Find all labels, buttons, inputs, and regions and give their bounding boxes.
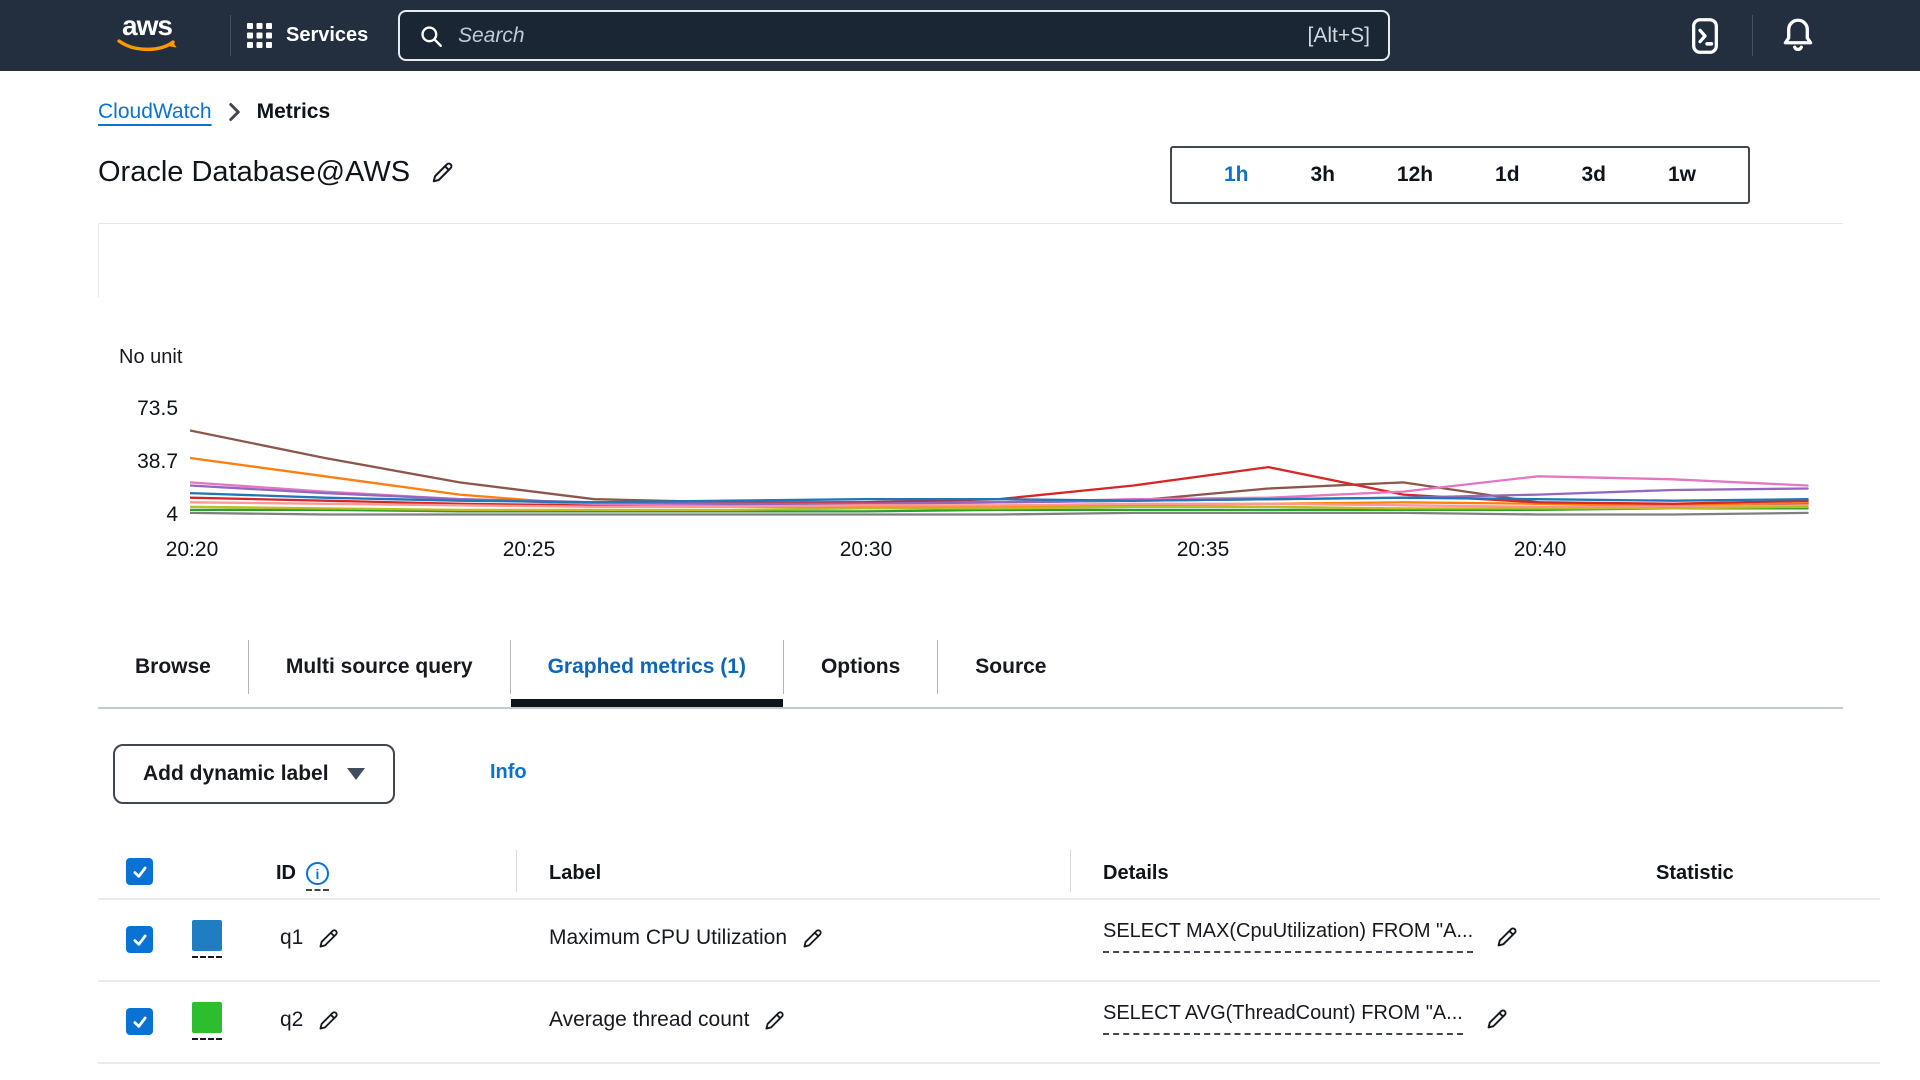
tab-options[interactable]: Options	[784, 626, 937, 708]
x-tick-2040: 20:40	[1513, 538, 1567, 561]
chevron-down-icon	[346, 768, 365, 780]
id-info-icon[interactable]: i	[306, 862, 329, 891]
title-row: Oracle Database@AWS	[98, 156, 455, 189]
table-row-divider	[98, 1062, 1880, 1064]
topbar-divider	[1752, 15, 1753, 56]
column-header-statistic: Statistic	[1656, 862, 1734, 884]
edit-label-pencil-icon[interactable]	[763, 1009, 786, 1032]
time-range-3d[interactable]: 3d	[1581, 163, 1606, 186]
table-row-q2: q2 Average thread count SELECT AVG(Threa…	[0, 982, 1920, 1064]
y-tick-73-5: 73.5	[137, 397, 178, 420]
column-divider	[1070, 850, 1071, 892]
row-checkbox-q2[interactable]	[126, 1008, 153, 1035]
edit-id-pencil-icon[interactable]	[317, 1009, 340, 1032]
column-header-id: ID i	[276, 862, 329, 891]
bell-icon	[1783, 18, 1813, 51]
cloudshell-button[interactable]	[1688, 0, 1722, 71]
edit-details-pencil-icon[interactable]	[1485, 1007, 1509, 1031]
topbar-divider	[230, 15, 231, 56]
search-input[interactable]	[458, 23, 1294, 48]
time-range-3h[interactable]: 3h	[1310, 163, 1335, 186]
notifications-button[interactable]	[1780, 0, 1816, 71]
column-header-label: Label	[549, 862, 602, 884]
y-tick-38-7: 38.7	[137, 450, 178, 473]
edit-id-pencil-icon[interactable]	[317, 927, 340, 950]
metric-details-cell: SELECT MAX(CpuUtilization) FROM "A...	[1103, 920, 1519, 953]
page-title: Oracle Database@AWS	[98, 156, 411, 188]
tab-divider	[937, 640, 939, 694]
search-shortcut-hint: [Alt+S]	[1307, 23, 1370, 47]
x-tick-2025: 20:25	[502, 538, 556, 561]
time-range-selector: 1h 3h 12h 1d 3d 1w	[1170, 146, 1750, 204]
chart-y-axis-unit-label: No unit	[119, 346, 183, 368]
chart-panel-border-left	[98, 223, 99, 297]
tab-multi-source-query[interactable]: Multi source query	[249, 626, 510, 708]
grid-icon	[247, 23, 272, 48]
edit-label-pencil-icon[interactable]	[801, 927, 824, 950]
column-header-details: Details	[1103, 862, 1169, 884]
terminal-icon	[1692, 17, 1718, 54]
metrics-line-chart	[188, 406, 1845, 526]
global-search[interactable]: [Alt+S]	[398, 10, 1390, 61]
y-tick-4: 4	[166, 503, 178, 526]
time-range-1d[interactable]: 1d	[1495, 163, 1520, 186]
metric-id-cell: q1	[280, 926, 340, 950]
time-range-1w[interactable]: 1w	[1667, 163, 1696, 186]
tabs-underline	[98, 707, 1843, 709]
tab-divider	[509, 640, 511, 694]
add-dynamic-label-button[interactable]: Add dynamic label	[113, 744, 395, 804]
tab-source[interactable]: Source	[938, 626, 1083, 708]
time-range-12h[interactable]: 12h	[1396, 163, 1434, 186]
metric-id-cell: q2	[280, 1008, 340, 1032]
breadcrumb-cloudwatch-link[interactable]: CloudWatch	[98, 100, 212, 123]
column-divider	[516, 850, 517, 892]
edit-details-pencil-icon[interactable]	[1495, 925, 1519, 949]
x-tick-2035: 20:35	[1176, 538, 1230, 561]
query-expression-q2[interactable]: SELECT AVG(ThreadCount) FROM "A...	[1103, 1002, 1463, 1035]
tab-divider	[247, 640, 249, 694]
chevron-right-icon	[228, 103, 240, 121]
aws-logo-text: aws	[122, 10, 173, 41]
query-expression-q1[interactable]: SELECT MAX(CpuUtilization) FROM "A...	[1103, 920, 1474, 953]
tab-graphed-metrics[interactable]: Graphed metrics (1)	[510, 626, 784, 708]
aws-logo[interactable]: aws	[112, 11, 182, 53]
series-color-swatch-q2[interactable]	[192, 1002, 222, 1040]
aws-topbar: aws Services [Alt+S]	[0, 0, 1920, 71]
metrics-tabs: Browse Multi source query Graphed metric…	[98, 626, 1084, 708]
edit-title-pencil-icon[interactable]	[430, 160, 455, 185]
metric-details-cell: SELECT AVG(ThreadCount) FROM "A...	[1103, 1002, 1509, 1035]
breadcrumb: CloudWatch Metrics	[98, 100, 330, 124]
table-header-divider	[98, 898, 1880, 900]
services-menu-button[interactable]: Services	[246, 0, 368, 71]
add-dynamic-label-text: Add dynamic label	[143, 762, 329, 785]
tab-divider	[782, 640, 784, 694]
table-row-q1: q1 Maximum CPU Utilization SELECT MAX(Cp…	[0, 900, 1920, 982]
table-row-divider	[98, 980, 1880, 982]
metric-label-cell: Maximum CPU Utilization	[549, 926, 824, 950]
row-checkbox-q1[interactable]	[126, 926, 153, 953]
aws-smile-icon	[117, 39, 177, 52]
x-tick-2030: 20:30	[839, 538, 893, 561]
services-label: Services	[286, 24, 369, 46]
x-tick-2020: 20:20	[165, 538, 219, 561]
time-range-1h[interactable]: 1h	[1224, 163, 1249, 186]
tab-browse[interactable]: Browse	[98, 626, 248, 708]
chart-panel-border	[98, 223, 1843, 224]
info-link[interactable]: Info	[490, 761, 527, 783]
series-color-swatch-q1[interactable]	[192, 920, 222, 958]
select-all-checkbox[interactable]	[126, 858, 153, 885]
breadcrumb-metrics: Metrics	[256, 100, 331, 123]
metric-label-cell: Average thread count	[549, 1008, 786, 1032]
search-icon	[421, 25, 442, 47]
